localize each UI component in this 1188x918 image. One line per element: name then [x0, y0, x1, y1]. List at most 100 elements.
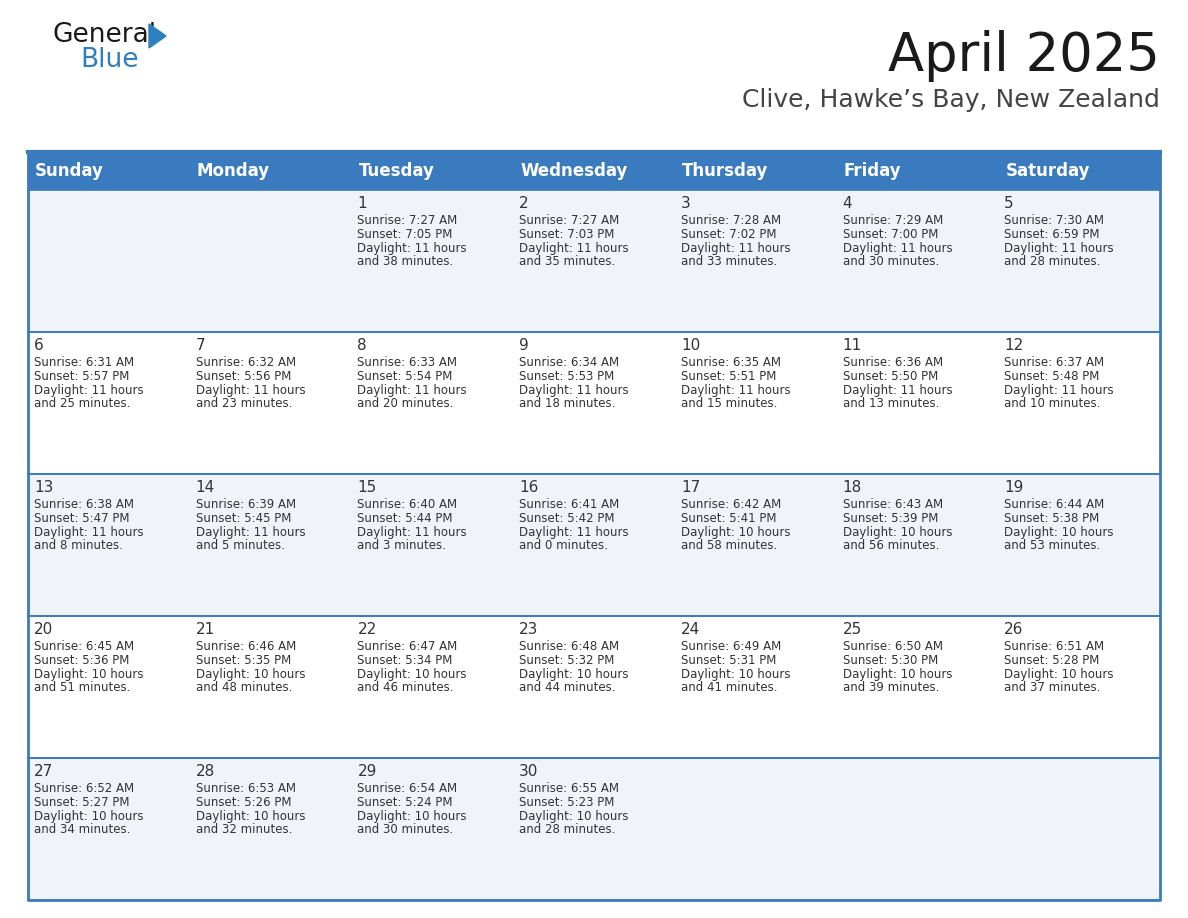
Bar [836, 616, 998, 758]
Text: Sunrise: 6:46 AM: Sunrise: 6:46 AM [196, 640, 296, 653]
Bar [513, 758, 675, 900]
Text: Sunrise: 6:50 AM: Sunrise: 6:50 AM [842, 640, 942, 653]
Text: and 41 minutes.: and 41 minutes. [681, 681, 777, 694]
Text: 6: 6 [34, 338, 44, 353]
Text: Daylight: 10 hours: Daylight: 10 hours [1004, 526, 1114, 539]
Text: Sunset: 5:45 PM: Sunset: 5:45 PM [196, 512, 291, 525]
Text: Sunrise: 6:47 AM: Sunrise: 6:47 AM [358, 640, 457, 653]
Bar [190, 332, 352, 474]
Text: Sunset: 5:28 PM: Sunset: 5:28 PM [1004, 654, 1100, 667]
Text: Sunrise: 6:40 AM: Sunrise: 6:40 AM [358, 498, 457, 511]
Text: 21: 21 [196, 622, 215, 637]
Bar [513, 474, 675, 616]
Text: Sunset: 5:56 PM: Sunset: 5:56 PM [196, 370, 291, 383]
Text: and 46 minutes.: and 46 minutes. [358, 681, 454, 694]
Text: 13: 13 [34, 480, 53, 495]
Bar [513, 332, 675, 474]
Bar [29, 332, 190, 474]
Text: Blue: Blue [80, 47, 139, 73]
Text: Sunrise: 6:32 AM: Sunrise: 6:32 AM [196, 356, 296, 369]
Text: 19: 19 [1004, 480, 1024, 495]
Text: Sunset: 5:51 PM: Sunset: 5:51 PM [681, 370, 776, 383]
Bar [998, 332, 1159, 474]
Text: Daylight: 11 hours: Daylight: 11 hours [34, 384, 144, 397]
Bar [675, 332, 836, 474]
Text: Daylight: 11 hours: Daylight: 11 hours [842, 384, 953, 397]
Text: 20: 20 [34, 622, 53, 637]
Text: Sunset: 5:39 PM: Sunset: 5:39 PM [842, 512, 939, 525]
Text: 18: 18 [842, 480, 861, 495]
Text: Sunset: 5:42 PM: Sunset: 5:42 PM [519, 512, 614, 525]
Text: Daylight: 11 hours: Daylight: 11 hours [196, 384, 305, 397]
Text: Sunrise: 6:54 AM: Sunrise: 6:54 AM [358, 782, 457, 795]
Text: Sunrise: 6:44 AM: Sunrise: 6:44 AM [1004, 498, 1105, 511]
Text: 3: 3 [681, 196, 690, 211]
Text: Sunset: 7:03 PM: Sunset: 7:03 PM [519, 228, 614, 241]
Text: Thursday: Thursday [682, 162, 769, 180]
Text: and 53 minutes.: and 53 minutes. [1004, 539, 1100, 552]
Text: Daylight: 11 hours: Daylight: 11 hours [681, 242, 790, 255]
Bar [675, 190, 836, 332]
Text: and 25 minutes.: and 25 minutes. [34, 397, 131, 410]
Text: Daylight: 10 hours: Daylight: 10 hours [681, 526, 790, 539]
Text: Sunrise: 6:51 AM: Sunrise: 6:51 AM [1004, 640, 1105, 653]
Text: and 20 minutes.: and 20 minutes. [358, 397, 454, 410]
Text: Daylight: 10 hours: Daylight: 10 hours [842, 668, 952, 681]
Text: Monday: Monday [197, 162, 270, 180]
Text: 12: 12 [1004, 338, 1024, 353]
Text: and 35 minutes.: and 35 minutes. [519, 255, 615, 268]
Text: Sunset: 5:57 PM: Sunset: 5:57 PM [34, 370, 129, 383]
Bar [836, 474, 998, 616]
Text: Sunrise: 6:36 AM: Sunrise: 6:36 AM [842, 356, 943, 369]
Text: and 30 minutes.: and 30 minutes. [842, 255, 939, 268]
Bar [513, 616, 675, 758]
Bar [998, 758, 1159, 900]
Text: Daylight: 10 hours: Daylight: 10 hours [519, 668, 628, 681]
Text: Sunset: 5:48 PM: Sunset: 5:48 PM [1004, 370, 1100, 383]
Text: Daylight: 10 hours: Daylight: 10 hours [681, 668, 790, 681]
Text: Sunset: 5:44 PM: Sunset: 5:44 PM [358, 512, 453, 525]
Text: Daylight: 11 hours: Daylight: 11 hours [1004, 384, 1114, 397]
Text: Sunset: 5:31 PM: Sunset: 5:31 PM [681, 654, 776, 667]
Text: 26: 26 [1004, 622, 1024, 637]
Bar [836, 758, 998, 900]
Text: and 10 minutes.: and 10 minutes. [1004, 397, 1100, 410]
Text: Sunrise: 7:28 AM: Sunrise: 7:28 AM [681, 214, 781, 227]
Text: Daylight: 10 hours: Daylight: 10 hours [1004, 668, 1114, 681]
Bar [836, 332, 998, 474]
Text: and 39 minutes.: and 39 minutes. [842, 681, 939, 694]
Text: and 15 minutes.: and 15 minutes. [681, 397, 777, 410]
Text: Sunrise: 6:49 AM: Sunrise: 6:49 AM [681, 640, 781, 653]
Bar [998, 474, 1159, 616]
Bar [352, 616, 513, 758]
Bar [190, 474, 352, 616]
Text: Daylight: 10 hours: Daylight: 10 hours [519, 810, 628, 823]
Text: 27: 27 [34, 764, 53, 779]
Text: Daylight: 11 hours: Daylight: 11 hours [358, 242, 467, 255]
Text: Daylight: 11 hours: Daylight: 11 hours [1004, 242, 1114, 255]
Text: and 13 minutes.: and 13 minutes. [842, 397, 939, 410]
Text: Sunset: 6:59 PM: Sunset: 6:59 PM [1004, 228, 1100, 241]
Text: 30: 30 [519, 764, 538, 779]
Text: Sunrise: 6:33 AM: Sunrise: 6:33 AM [358, 356, 457, 369]
Text: Friday: Friday [843, 162, 902, 180]
Text: Sunrise: 6:35 AM: Sunrise: 6:35 AM [681, 356, 781, 369]
Text: Sunset: 5:41 PM: Sunset: 5:41 PM [681, 512, 776, 525]
Text: Sunrise: 6:31 AM: Sunrise: 6:31 AM [34, 356, 134, 369]
Text: and 37 minutes.: and 37 minutes. [1004, 681, 1100, 694]
Bar [836, 190, 998, 332]
Text: Sunrise: 6:48 AM: Sunrise: 6:48 AM [519, 640, 619, 653]
Bar [190, 190, 352, 332]
Text: 1: 1 [358, 196, 367, 211]
Text: Sunset: 5:32 PM: Sunset: 5:32 PM [519, 654, 614, 667]
Text: Sunset: 5:23 PM: Sunset: 5:23 PM [519, 796, 614, 809]
Text: Daylight: 11 hours: Daylight: 11 hours [196, 526, 305, 539]
Bar [352, 190, 513, 332]
Text: 5: 5 [1004, 196, 1013, 211]
Bar [998, 616, 1159, 758]
Text: 9: 9 [519, 338, 529, 353]
Bar [352, 474, 513, 616]
Bar [513, 190, 675, 332]
Bar [675, 758, 836, 900]
Text: 25: 25 [842, 622, 861, 637]
